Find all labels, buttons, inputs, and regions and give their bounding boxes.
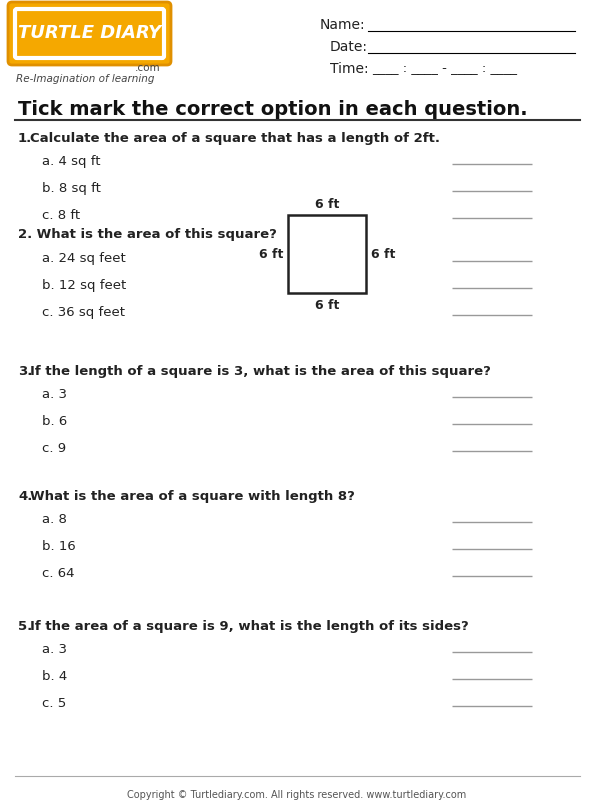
Text: a. 4 sq ft: a. 4 sq ft xyxy=(42,155,101,168)
Text: If the area of a square is 9, what is the length of its sides?: If the area of a square is 9, what is th… xyxy=(30,620,469,633)
Text: b. 12 sq feet: b. 12 sq feet xyxy=(42,279,126,292)
Text: b. 4: b. 4 xyxy=(42,670,67,683)
Text: .com: .com xyxy=(136,63,161,73)
Text: Name:: Name: xyxy=(320,18,365,32)
Text: 2.: 2. xyxy=(18,228,32,241)
Text: a. 8: a. 8 xyxy=(42,513,67,526)
Text: What is the area of this square?: What is the area of this square? xyxy=(32,228,277,241)
Text: 5.: 5. xyxy=(18,620,32,633)
Text: b. 16: b. 16 xyxy=(42,540,76,553)
Text: c. 5: c. 5 xyxy=(42,697,66,710)
Text: b. 6: b. 6 xyxy=(42,415,67,428)
Text: 4.: 4. xyxy=(18,490,32,503)
Text: c. 64: c. 64 xyxy=(42,567,74,580)
Text: 6 ft: 6 ft xyxy=(315,299,339,312)
Text: 6 ft: 6 ft xyxy=(315,198,339,211)
Text: Date:: Date: xyxy=(330,40,368,54)
Text: ____ : ____ - ____ : ____: ____ : ____ - ____ : ____ xyxy=(372,62,517,75)
Text: Re-Imagination of learning: Re-Imagination of learning xyxy=(16,74,155,84)
Text: a. 3: a. 3 xyxy=(42,388,67,401)
Text: 3.: 3. xyxy=(18,365,32,378)
Text: c. 8 ft: c. 8 ft xyxy=(42,209,80,222)
Bar xyxy=(288,215,366,293)
Text: Time:: Time: xyxy=(330,62,369,76)
Text: What is the area of a square with length 8?: What is the area of a square with length… xyxy=(30,490,355,503)
Text: Tick mark the correct option in each question.: Tick mark the correct option in each que… xyxy=(18,100,528,119)
Text: b. 8 sq ft: b. 8 sq ft xyxy=(42,182,101,195)
Text: 6 ft: 6 ft xyxy=(259,247,283,261)
Text: 6 ft: 6 ft xyxy=(371,247,395,261)
Text: c. 36 sq feet: c. 36 sq feet xyxy=(42,306,125,319)
Text: Calculate the area of a square that has a length of 2ft.: Calculate the area of a square that has … xyxy=(30,132,440,145)
FancyBboxPatch shape xyxy=(8,2,171,65)
Text: a. 3: a. 3 xyxy=(42,643,67,656)
Text: a. 24 sq feet: a. 24 sq feet xyxy=(42,252,126,265)
Text: Copyright © Turtlediary.com. All rights reserved. www.turtlediary.com: Copyright © Turtlediary.com. All rights … xyxy=(127,790,466,800)
Text: 1.: 1. xyxy=(18,132,32,145)
Text: c. 9: c. 9 xyxy=(42,442,66,455)
Text: TURTLE DIARY: TURTLE DIARY xyxy=(18,23,161,42)
FancyBboxPatch shape xyxy=(15,9,164,58)
Text: If the length of a square is 3, what is the area of this square?: If the length of a square is 3, what is … xyxy=(30,365,491,378)
